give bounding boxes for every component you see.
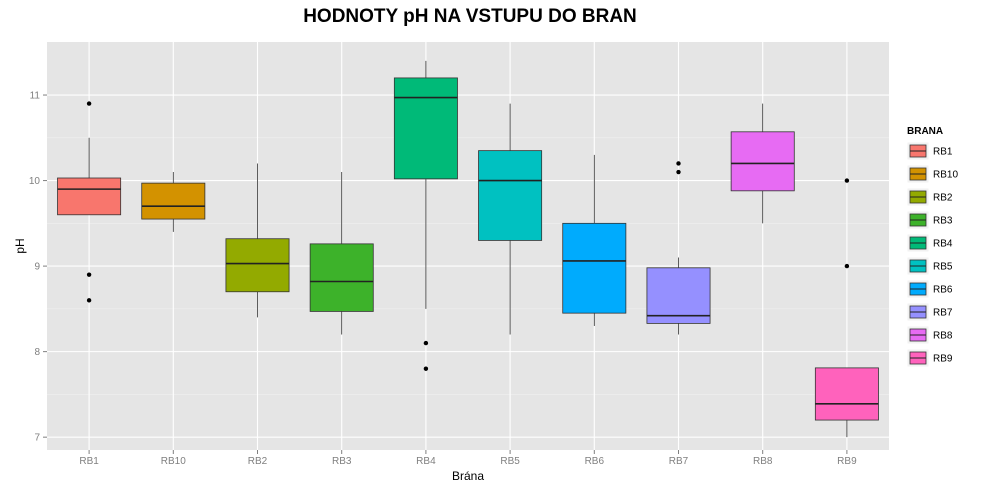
- x-tick-label: RB3: [332, 456, 352, 467]
- box-rb6: [562, 154, 627, 326]
- legend-item-rb2: RB2: [906, 187, 953, 207]
- legend-label: RB10: [933, 170, 958, 181]
- legend-item-rb6: RB6: [906, 279, 953, 299]
- legend-item-rb5: RB5: [906, 256, 953, 276]
- outlier-point: [86, 272, 92, 277]
- y-tick-label: 10: [29, 176, 41, 187]
- legend-item-rb4: RB4: [906, 233, 953, 253]
- box-rb5: [478, 103, 543, 335]
- x-tick-label: RB10: [161, 456, 186, 467]
- outlier-point: [423, 340, 429, 346]
- x-tick-label: RB4: [416, 456, 436, 467]
- box-iqr: [309, 243, 374, 312]
- legend-label: RB9: [933, 354, 953, 365]
- box-iqr: [814, 367, 879, 421]
- box-rb8: [730, 103, 795, 224]
- box-rb1: [57, 101, 122, 303]
- legend-item-rb8: RB8: [906, 325, 953, 345]
- box-iqr: [730, 131, 795, 192]
- outlier-point: [844, 178, 850, 183]
- x-tick-label: RB1: [79, 456, 99, 467]
- legend-label: RB6: [933, 285, 953, 296]
- y-tick-label: 11: [30, 91, 41, 102]
- box-iqr: [393, 77, 458, 180]
- box-iqr: [225, 238, 290, 293]
- plot-panel: [47, 42, 889, 450]
- box-iqr: [57, 177, 122, 216]
- chart-title: HODNOTY pH NA VSTUPU DO BRAN: [303, 6, 637, 27]
- outlier-point: [423, 366, 429, 371]
- legend-item-rb7: RB7: [906, 302, 953, 322]
- outlier-point: [676, 169, 681, 175]
- box-rb4: [393, 60, 458, 371]
- x-tick-label: RB8: [753, 456, 773, 467]
- box-rb2: [225, 163, 290, 318]
- box-rb7: [646, 161, 711, 335]
- legend-label: RB7: [933, 308, 953, 319]
- y-axis-title: pH: [13, 238, 27, 253]
- legend-label: RB1: [933, 147, 953, 158]
- legend-item-rb10: RB10: [906, 164, 958, 184]
- legend-item-rb3: RB3: [906, 210, 953, 230]
- legend-label: RB2: [933, 193, 953, 204]
- y-tick-label: 9: [34, 262, 40, 273]
- legend-item-rb1: RB1: [906, 141, 953, 161]
- x-tick-label: RB5: [500, 456, 520, 467]
- box-iqr: [478, 150, 543, 241]
- box-iqr: [646, 267, 711, 324]
- outlier-point: [676, 161, 681, 166]
- legend-title: BRANA: [907, 126, 943, 137]
- outlier-point: [86, 101, 92, 106]
- legend-item-rb9: RB9: [906, 348, 953, 368]
- x-tick-label: RB9: [837, 456, 857, 467]
- box-rb10: [141, 172, 206, 232]
- legend-label: RB4: [933, 239, 953, 250]
- box-rb9: [814, 178, 879, 438]
- y-tick-label: 8: [34, 347, 40, 358]
- x-tick-label: RB2: [248, 456, 268, 467]
- box-iqr: [141, 182, 206, 220]
- legend-label: RB8: [933, 331, 953, 342]
- x-tick-label: RB7: [669, 456, 689, 467]
- legend-label: RB3: [933, 216, 953, 227]
- legend-label: RB5: [933, 262, 953, 273]
- y-tick-label: 7: [34, 433, 40, 444]
- box-rb3: [309, 172, 374, 335]
- x-axis-title: Brána: [452, 469, 484, 483]
- box-iqr: [562, 222, 627, 314]
- outlier-point: [844, 263, 850, 269]
- outlier-point: [86, 298, 92, 303]
- x-tick-label: RB6: [585, 456, 605, 467]
